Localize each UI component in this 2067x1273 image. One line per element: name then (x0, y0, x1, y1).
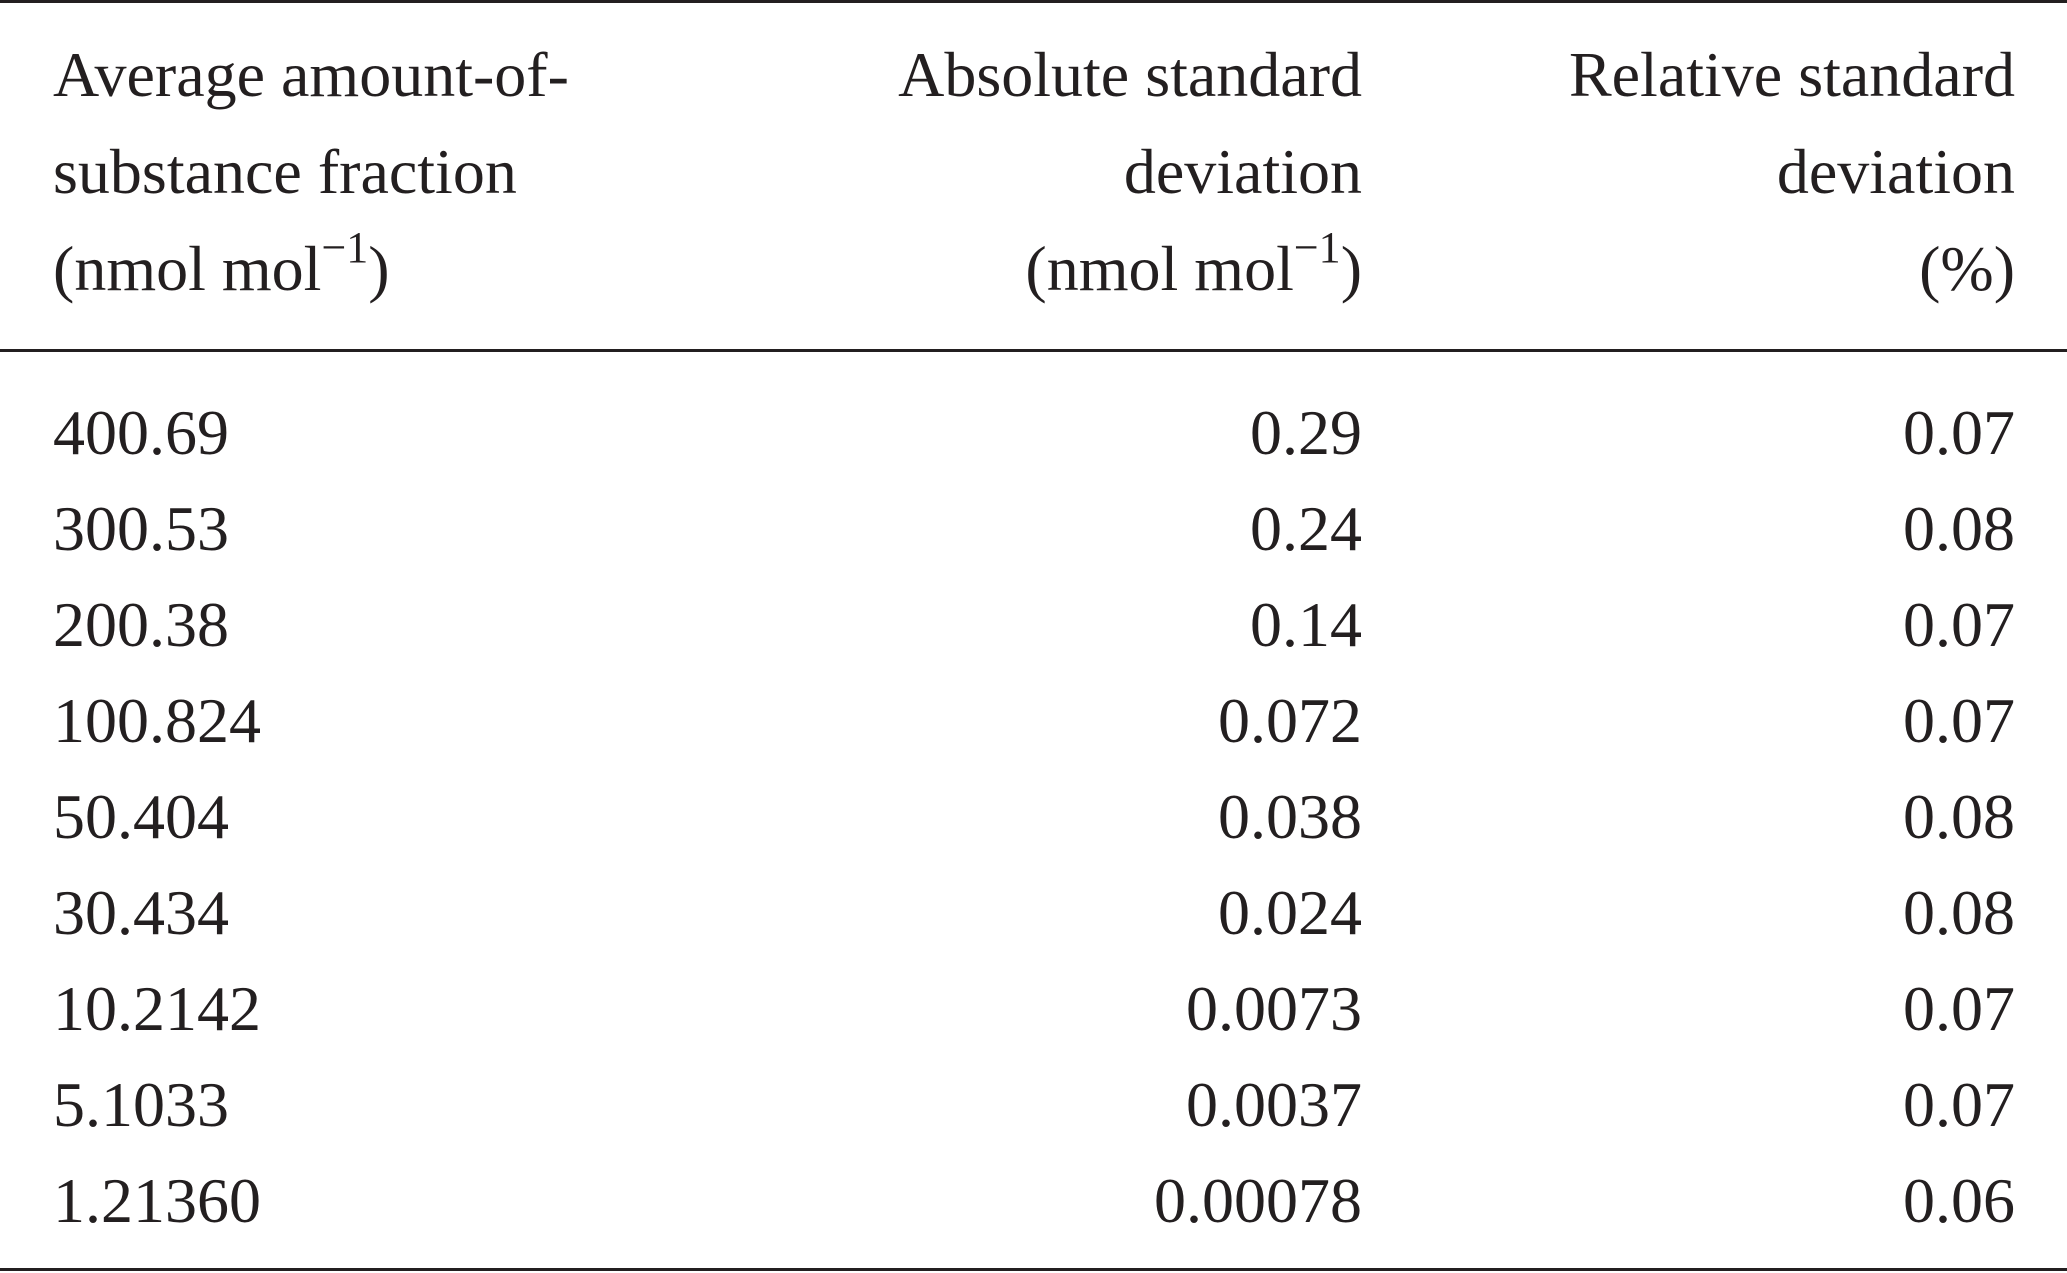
header-unit: (nmol mol−1) (53, 220, 742, 317)
cell-average-fraction: 50.404 (53, 781, 229, 852)
cell-absolute-sd: 0.29 (1250, 397, 1362, 468)
cell-average-fraction: 100.824 (53, 685, 261, 756)
cell-relative-sd: 0.07 (1903, 685, 2015, 756)
header-line: Average amount-of- (53, 39, 569, 110)
cell-average-fraction: 1.21360 (53, 1165, 261, 1236)
header-line: Absolute standard (898, 39, 1362, 110)
table-row: 5.1033 0.0037 0.07 (0, 1057, 2067, 1153)
cell-absolute-sd: 0.00078 (1154, 1165, 1362, 1236)
cell-average-fraction: 10.2142 (53, 973, 261, 1044)
header-line: substance fraction (53, 136, 517, 207)
cell-average-fraction: 200.38 (53, 589, 229, 660)
table-row: 30.434 0.024 0.08 (0, 865, 2067, 961)
cell-absolute-sd: 0.14 (1250, 589, 1362, 660)
cell-absolute-sd: 0.038 (1218, 781, 1362, 852)
header-row: Average amount-of- substance fraction (n… (0, 0, 2067, 349)
table-row: 50.404 0.038 0.08 (0, 769, 2067, 865)
header-unit: (nmol mol−1) (742, 220, 1362, 317)
header-line: Relative standard (1568, 39, 2015, 110)
cell-absolute-sd: 0.0037 (1186, 1069, 1362, 1140)
cell-relative-sd: 0.07 (1903, 1069, 2015, 1140)
cell-absolute-sd: 0.0073 (1186, 973, 1362, 1044)
table-header: Average amount-of- substance fraction (n… (0, 0, 2067, 349)
header-unit: (%) (1362, 220, 2015, 317)
unit-text: (%) (1919, 233, 2015, 304)
cell-absolute-sd: 0.24 (1250, 493, 1362, 564)
column-header-absolute-sd: Absolute standard deviation (nmol mol−1) (742, 0, 1362, 349)
cell-average-fraction: 300.53 (53, 493, 229, 564)
unit-close: ) (1340, 233, 1362, 304)
cell-average-fraction: 5.1033 (53, 1069, 229, 1140)
table-row: 100.824 0.072 0.07 (0, 673, 2067, 769)
unit-exponent: −1 (321, 222, 369, 272)
cell-relative-sd: 0.06 (1903, 1165, 2015, 1236)
table-row: 1.21360 0.00078 0.06 (0, 1153, 2067, 1249)
header-line: deviation (1776, 136, 2015, 207)
table-row: 200.38 0.14 0.07 (0, 577, 2067, 673)
cell-absolute-sd: 0.024 (1218, 877, 1362, 948)
cell-relative-sd: 0.08 (1903, 493, 2015, 564)
cell-average-fraction: 30.434 (53, 877, 229, 948)
cell-relative-sd: 0.07 (1903, 397, 2015, 468)
cell-relative-sd: 0.08 (1903, 877, 2015, 948)
cell-relative-sd: 0.07 (1903, 589, 2015, 660)
cell-relative-sd: 0.07 (1903, 973, 2015, 1044)
table-row: 300.53 0.24 0.08 (0, 481, 2067, 577)
cell-absolute-sd: 0.072 (1218, 685, 1362, 756)
unit-text: (nmol mol (53, 233, 322, 304)
bottom-rule (0, 1268, 2067, 1271)
column-header-average-fraction: Average amount-of- substance fraction (n… (0, 0, 742, 349)
table-row: 400.69 0.29 0.07 (0, 349, 2067, 481)
unit-close: ) (368, 233, 390, 304)
cell-relative-sd: 0.08 (1903, 781, 2015, 852)
header-line: deviation (1123, 136, 1362, 207)
top-rule (0, 0, 2067, 3)
table-body: 400.69 0.29 0.07 300.53 0.24 0.08 200.38… (0, 349, 2067, 1249)
cell-average-fraction: 400.69 (53, 397, 229, 468)
header-rule (0, 349, 2067, 352)
unit-text: (nmol mol (1025, 233, 1294, 304)
unit-exponent: −1 (1293, 222, 1341, 272)
column-header-relative-sd: Relative standard deviation (%) (1362, 0, 2067, 349)
table-row: 10.2142 0.0073 0.07 (0, 961, 2067, 1057)
